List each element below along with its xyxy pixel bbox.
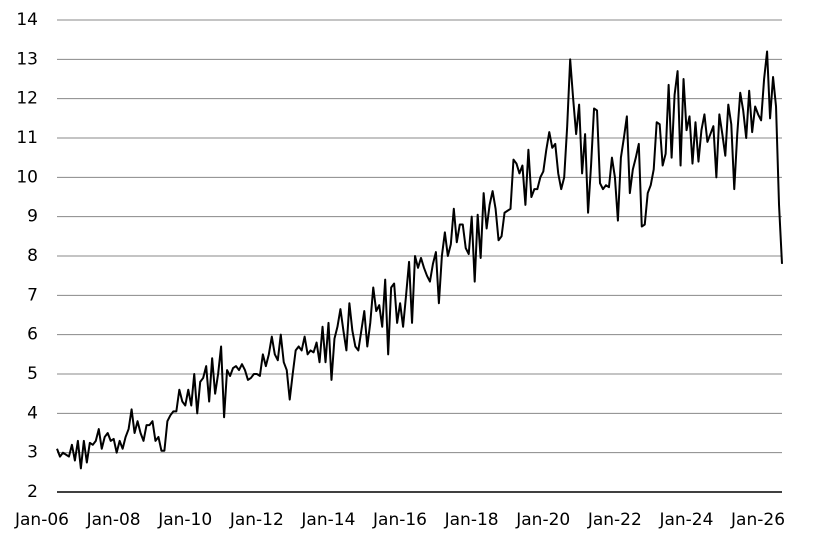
y-tick-label: 8: [27, 246, 38, 266]
x-tick-label: Jan-14: [300, 510, 355, 530]
x-tick-label: Jan-08: [86, 510, 141, 530]
y-tick-label: 10: [16, 167, 38, 187]
y-tick-label: 6: [27, 325, 38, 345]
x-tick-label: Jan-12: [229, 510, 284, 530]
x-tick-label: Jan-24: [658, 510, 713, 530]
x-tick-label: Jan-10: [157, 510, 212, 530]
x-tick-label: Jan-06: [14, 510, 69, 530]
x-tick-label: Jan-16: [372, 510, 427, 530]
y-tick-label: 14: [16, 10, 38, 30]
y-tick-label: 7: [27, 285, 38, 305]
x-tick-label: Jan-22: [587, 510, 642, 530]
data-line: [56, 50, 783, 470]
y-tick-label: 9: [27, 207, 38, 227]
x-tick-label: Jan-18: [444, 510, 499, 530]
y-tick-label: 5: [27, 364, 38, 384]
y-tick-label: 4: [27, 403, 38, 423]
x-tick-label: Jan-26: [730, 510, 785, 530]
y-tick-label: 13: [16, 49, 38, 69]
y-tick-label: 12: [16, 89, 38, 109]
y-tick-label: 2: [27, 482, 38, 502]
y-tick-label: 11: [16, 128, 38, 148]
y-tick-label: 3: [27, 443, 38, 463]
x-tick-label: Jan-20: [515, 510, 570, 530]
